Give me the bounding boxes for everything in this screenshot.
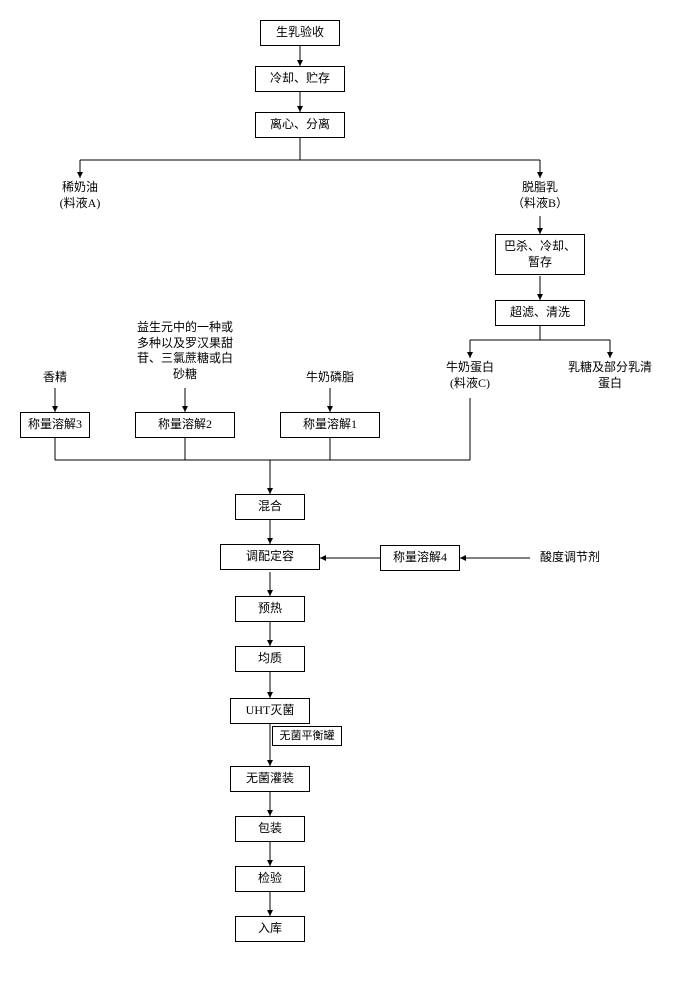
step-cool-store: 冷却、贮存 xyxy=(255,66,345,92)
step-dissolve-1: 称量溶解1 xyxy=(280,412,380,438)
flowchart-edges xyxy=(20,20,666,980)
step-homogenize: 均质 xyxy=(235,646,305,672)
label-cream-a: 稀奶油 (料液A) xyxy=(40,180,120,211)
step-package: 包装 xyxy=(235,816,305,842)
step-adjust-volume: 调配定容 xyxy=(220,544,320,570)
step-mix: 混合 xyxy=(235,494,305,520)
label-acid-regulator: 酸度调节剂 xyxy=(530,550,610,566)
step-inspect: 检验 xyxy=(235,866,305,892)
label-skim-b: 脱脂乳 （料液B） xyxy=(500,180,580,211)
step-dissolve-4: 称量溶解4 xyxy=(380,545,460,571)
step-aseptic-fill: 无菌灌装 xyxy=(230,766,310,792)
step-preheat: 预热 xyxy=(235,596,305,622)
step-centrifuge: 离心、分离 xyxy=(255,112,345,138)
step-dissolve-2: 称量溶解2 xyxy=(135,412,235,438)
step-uht: UHT灭菌 xyxy=(230,698,310,724)
step-aseptic-tank: 无菌平衡罐 xyxy=(272,726,342,746)
label-phospholipid: 牛奶磷脂 xyxy=(300,370,360,386)
step-raw-milk: 生乳验收 xyxy=(260,20,340,46)
label-prebiotic: 益生元中的一种或 多种以及罗汉果甜 苷、三氯蔗糖或白 砂糖 xyxy=(125,320,245,382)
step-pasteurize: 巴杀、冷却、 暂存 xyxy=(495,234,585,275)
label-lactose: 乳糖及部分乳清 蛋白 xyxy=(560,360,660,391)
step-dissolve-3: 称量溶解3 xyxy=(20,412,90,438)
flowchart-container: 生乳验收 冷却、贮存 离心、分离 稀奶油 (料液A) 脱脂乳 （料液B） 巴杀、… xyxy=(20,20,666,980)
label-protein-c: 牛奶蛋白 (料液C) xyxy=(430,360,510,391)
step-warehouse: 入库 xyxy=(235,916,305,942)
label-flavor: 香精 xyxy=(35,370,75,386)
step-ultrafilter: 超滤、清洗 xyxy=(495,300,585,326)
